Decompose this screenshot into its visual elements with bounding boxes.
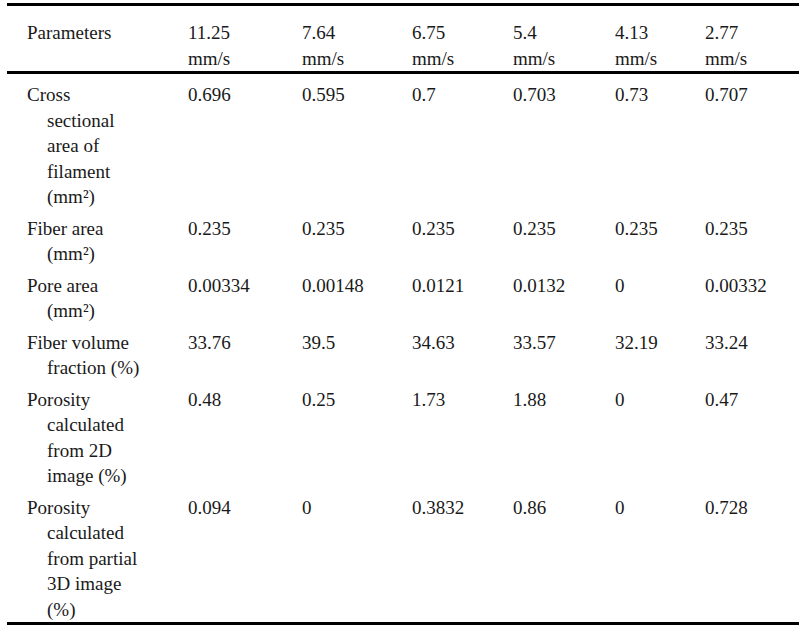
value-cell: 0.48: [188, 381, 302, 489]
value-cell: 0: [615, 381, 705, 489]
param-label-cell: Cross sectional area of filament (mm²): [7, 73, 188, 210]
value-cell: 0.703: [513, 73, 615, 210]
speed-value: 7.64: [302, 20, 412, 46]
value-cell: 1.88: [513, 381, 615, 489]
header-speed-2: 7.64 mm/s: [302, 5, 412, 73]
speed-value: 5.4: [513, 20, 615, 46]
value-cell: 0.235: [302, 210, 412, 267]
header-parameters: Parameters: [7, 5, 188, 73]
speed-unit: mm/s: [412, 46, 513, 72]
parameters-table: Parameters 11.25 mm/s 7.64 mm/s 6.75 mm/…: [7, 3, 799, 625]
value-cell: 0.00332: [705, 267, 799, 324]
value-cell: 33.24: [705, 324, 799, 381]
speed-unit: mm/s: [302, 46, 412, 72]
value-cell: 33.76: [188, 324, 302, 381]
value-cell: 0.235: [705, 210, 799, 267]
speed-unit: mm/s: [615, 46, 705, 72]
value-cell: 0.235: [188, 210, 302, 267]
value-cell: 0.73: [615, 73, 705, 210]
speed-unit: mm/s: [513, 46, 615, 72]
value-cell: 0.47: [705, 381, 799, 489]
speed-value: 4.13: [615, 20, 705, 46]
value-cell: 0.86: [513, 489, 615, 624]
header-speed-4: 5.4 mm/s: [513, 5, 615, 73]
param-label-cell: Fiber area (mm²): [7, 210, 188, 267]
header-speed-6: 2.77 mm/s: [705, 5, 799, 73]
speed-value: 2.77: [705, 20, 799, 46]
table-row-fiber-volume-fraction: Fiber volume fraction (%) 33.76 39.5 34.…: [7, 324, 799, 381]
value-cell: 0: [615, 267, 705, 324]
header-row: Parameters 11.25 mm/s 7.64 mm/s 6.75 mm/…: [7, 5, 799, 73]
speed-unit: mm/s: [188, 46, 302, 72]
value-cell: 0.0132: [513, 267, 615, 324]
speed-unit: mm/s: [705, 46, 799, 72]
value-cell: 0.25: [302, 381, 412, 489]
value-cell: 0: [302, 489, 412, 624]
param-label-cell: Porosity calculated from partial 3D imag…: [7, 489, 188, 624]
value-cell: 0.3832: [412, 489, 513, 624]
value-cell: 0: [615, 489, 705, 624]
header-speed-3: 6.75 mm/s: [412, 5, 513, 73]
document-page: Parameters 11.25 mm/s 7.64 mm/s 6.75 mm/…: [0, 0, 806, 625]
value-cell: 39.5: [302, 324, 412, 381]
value-cell: 0.00148: [302, 267, 412, 324]
value-cell: 0.235: [615, 210, 705, 267]
value-cell: 0.707: [705, 73, 799, 210]
table-row-pore-area: Pore area (mm²) 0.00334 0.00148 0.0121 0…: [7, 267, 799, 324]
table-row-porosity-2d: Porosity calculated from 2D image (%) 0.…: [7, 381, 799, 489]
value-cell: 0.0121: [412, 267, 513, 324]
value-cell: 0.7: [412, 73, 513, 210]
value-cell: 0.696: [188, 73, 302, 210]
header-speed-5: 4.13 mm/s: [615, 5, 705, 73]
table-row-porosity-3d: Porosity calculated from partial 3D imag…: [7, 489, 799, 624]
speed-value: 6.75: [412, 20, 513, 46]
value-cell: 33.57: [513, 324, 615, 381]
value-cell: 32.19: [615, 324, 705, 381]
param-label-cell: Pore area (mm²): [7, 267, 188, 324]
table-row-fiber-area: Fiber area (mm²) 0.235 0.235 0.235 0.235…: [7, 210, 799, 267]
value-cell: 0.00334: [188, 267, 302, 324]
value-cell: 34.63: [412, 324, 513, 381]
value-cell: 0.094: [188, 489, 302, 624]
speed-value: 11.25: [188, 20, 302, 46]
value-cell: 1.73: [412, 381, 513, 489]
header-speed-1: 11.25 mm/s: [188, 5, 302, 73]
param-label-cell: Porosity calculated from 2D image (%): [7, 381, 188, 489]
value-cell: 0.235: [513, 210, 615, 267]
value-cell: 0.728: [705, 489, 799, 624]
table-row-cross-sectional-area: Cross sectional area of filament (mm²) 0…: [7, 73, 799, 210]
value-cell: 0.235: [412, 210, 513, 267]
param-label-cell: Fiber volume fraction (%): [7, 324, 188, 381]
value-cell: 0.595: [302, 73, 412, 210]
